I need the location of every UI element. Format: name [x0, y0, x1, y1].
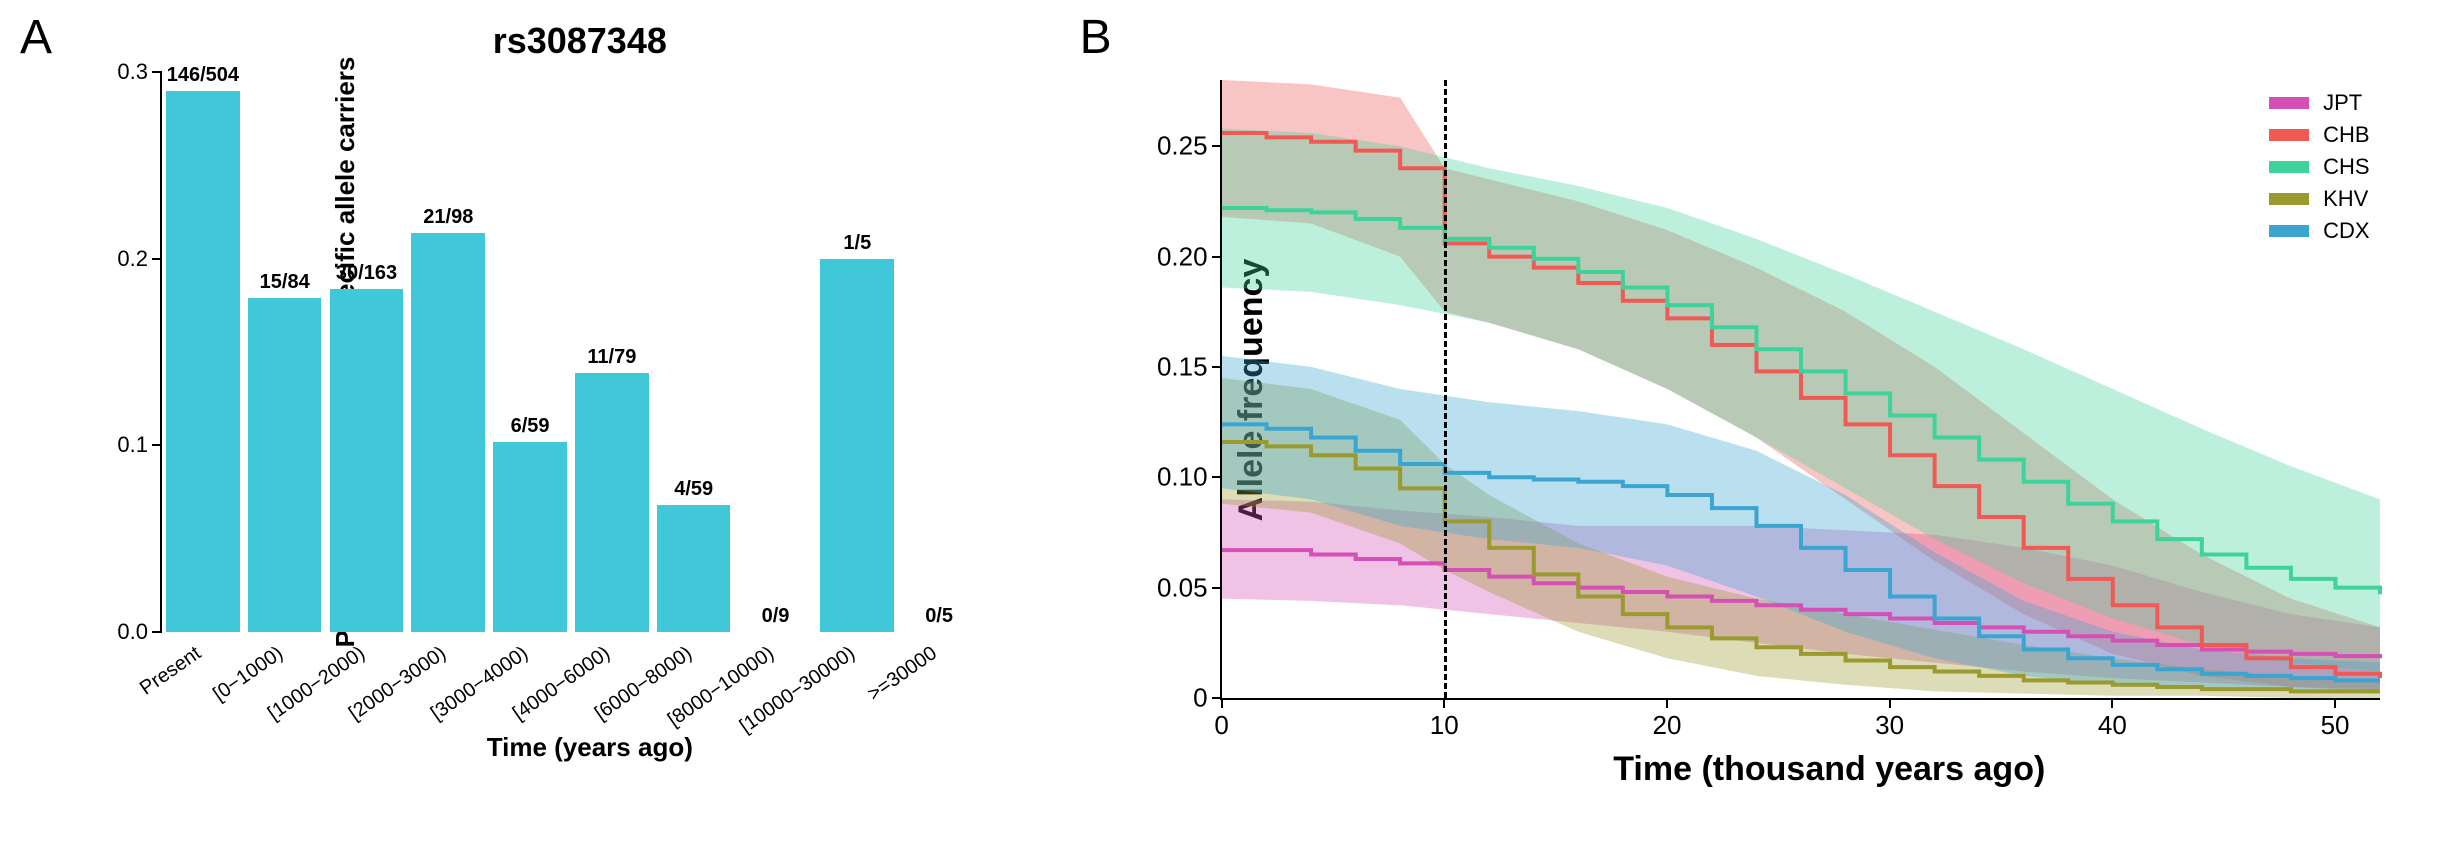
reference-vline [1444, 80, 1447, 698]
y-tick-label: 0.2 [117, 246, 162, 272]
legend-label: CDX [2323, 218, 2369, 244]
x-tick-label: 0 [1214, 698, 1228, 741]
bar-chart-area: Proportion of East Asian−specific allele… [160, 72, 1020, 632]
panel-b: B Allele frequency JPTCHBCHSKHVCDX 00.05… [1080, 20, 2439, 700]
panel-a: A rs3087348 Proportion of East Asian−spe… [20, 20, 1020, 752]
legend-label: CHS [2323, 154, 2369, 180]
y-tick-label: 0.25 [1157, 131, 1222, 162]
legend-item-KHV: KHV [2269, 186, 2369, 212]
bar [330, 289, 404, 632]
bar [575, 373, 649, 632]
panel-a-x-axis-title: Time (years ago) [160, 732, 1020, 763]
y-tick-label: 0.1 [117, 432, 162, 458]
x-tick-label: 10 [1430, 698, 1459, 741]
line-chart-svg [1222, 80, 2380, 698]
y-tick-label: 0.05 [1157, 572, 1222, 603]
x-tick-label: [0−1000) [209, 642, 287, 706]
legend-label: CHB [2323, 122, 2369, 148]
legend-swatch [2269, 193, 2309, 205]
x-tick-label: 20 [1652, 698, 1681, 741]
legend: JPT CHB CHS KHV CDX [2269, 90, 2369, 250]
line-chart-plot: JPTCHBCHSKHVCDX 00.050.100.150.200.25010… [1220, 80, 2380, 700]
bar-value-label: 21/98 [423, 206, 473, 229]
legend-item-JPT: JPT [2269, 90, 2369, 116]
bar-value-label: 0/5 [925, 605, 953, 628]
y-tick-label: 0.20 [1157, 241, 1222, 272]
legend-swatch [2269, 129, 2309, 141]
bar-value-label: 11/79 [587, 346, 636, 369]
bar-value-label: 146/504 [167, 64, 239, 87]
bar-value-label: 4/59 [674, 478, 713, 501]
bar-value-label: 15/84 [260, 271, 310, 294]
x-tick-label: >=30000 [864, 642, 942, 706]
figure-container: A rs3087348 Proportion of East Asian−spe… [20, 20, 2439, 752]
y-tick-label: 0.0 [117, 619, 162, 645]
legend-item-CHB: CHB [2269, 122, 2369, 148]
bar [248, 298, 322, 632]
bar-value-label: 30/163 [336, 262, 397, 285]
bar-value-label: 6/59 [511, 415, 550, 438]
x-tick-label: 50 [2321, 698, 2350, 741]
legend-item-CHS: CHS [2269, 154, 2369, 180]
bar [657, 505, 731, 632]
bar-value-label: 0/9 [762, 605, 790, 628]
legend-label: KHV [2323, 186, 2368, 212]
y-tick-label: 0.3 [117, 59, 162, 85]
panel-a-label: A [20, 10, 52, 65]
line-chart-area: Allele frequency JPTCHBCHSKHVCDX 00.050.… [1220, 80, 2439, 700]
panel-b-x-axis-title: Time (thousand years ago) [1220, 750, 2439, 789]
x-tick-label: 40 [2098, 698, 2127, 741]
panel-a-title: rs3087348 [140, 20, 1020, 62]
legend-swatch [2269, 97, 2309, 109]
bar-chart-plot: 0.00.10.20.3146/504Present15/84[0−1000)3… [160, 72, 980, 632]
bar-value-label: 1/5 [843, 232, 871, 255]
bar [166, 91, 240, 632]
y-tick-label: 0.10 [1157, 462, 1222, 493]
bar [493, 442, 567, 632]
x-tick-label: Present [136, 642, 206, 700]
legend-item-CDX: CDX [2269, 218, 2369, 244]
legend-swatch [2269, 225, 2309, 237]
bar [411, 233, 485, 632]
legend-swatch [2269, 161, 2309, 173]
y-tick-label: 0.15 [1157, 351, 1222, 382]
legend-label: JPT [2323, 90, 2362, 116]
bar [820, 259, 894, 632]
x-tick-label: 30 [1875, 698, 1904, 741]
panel-b-label: B [1080, 10, 1112, 65]
